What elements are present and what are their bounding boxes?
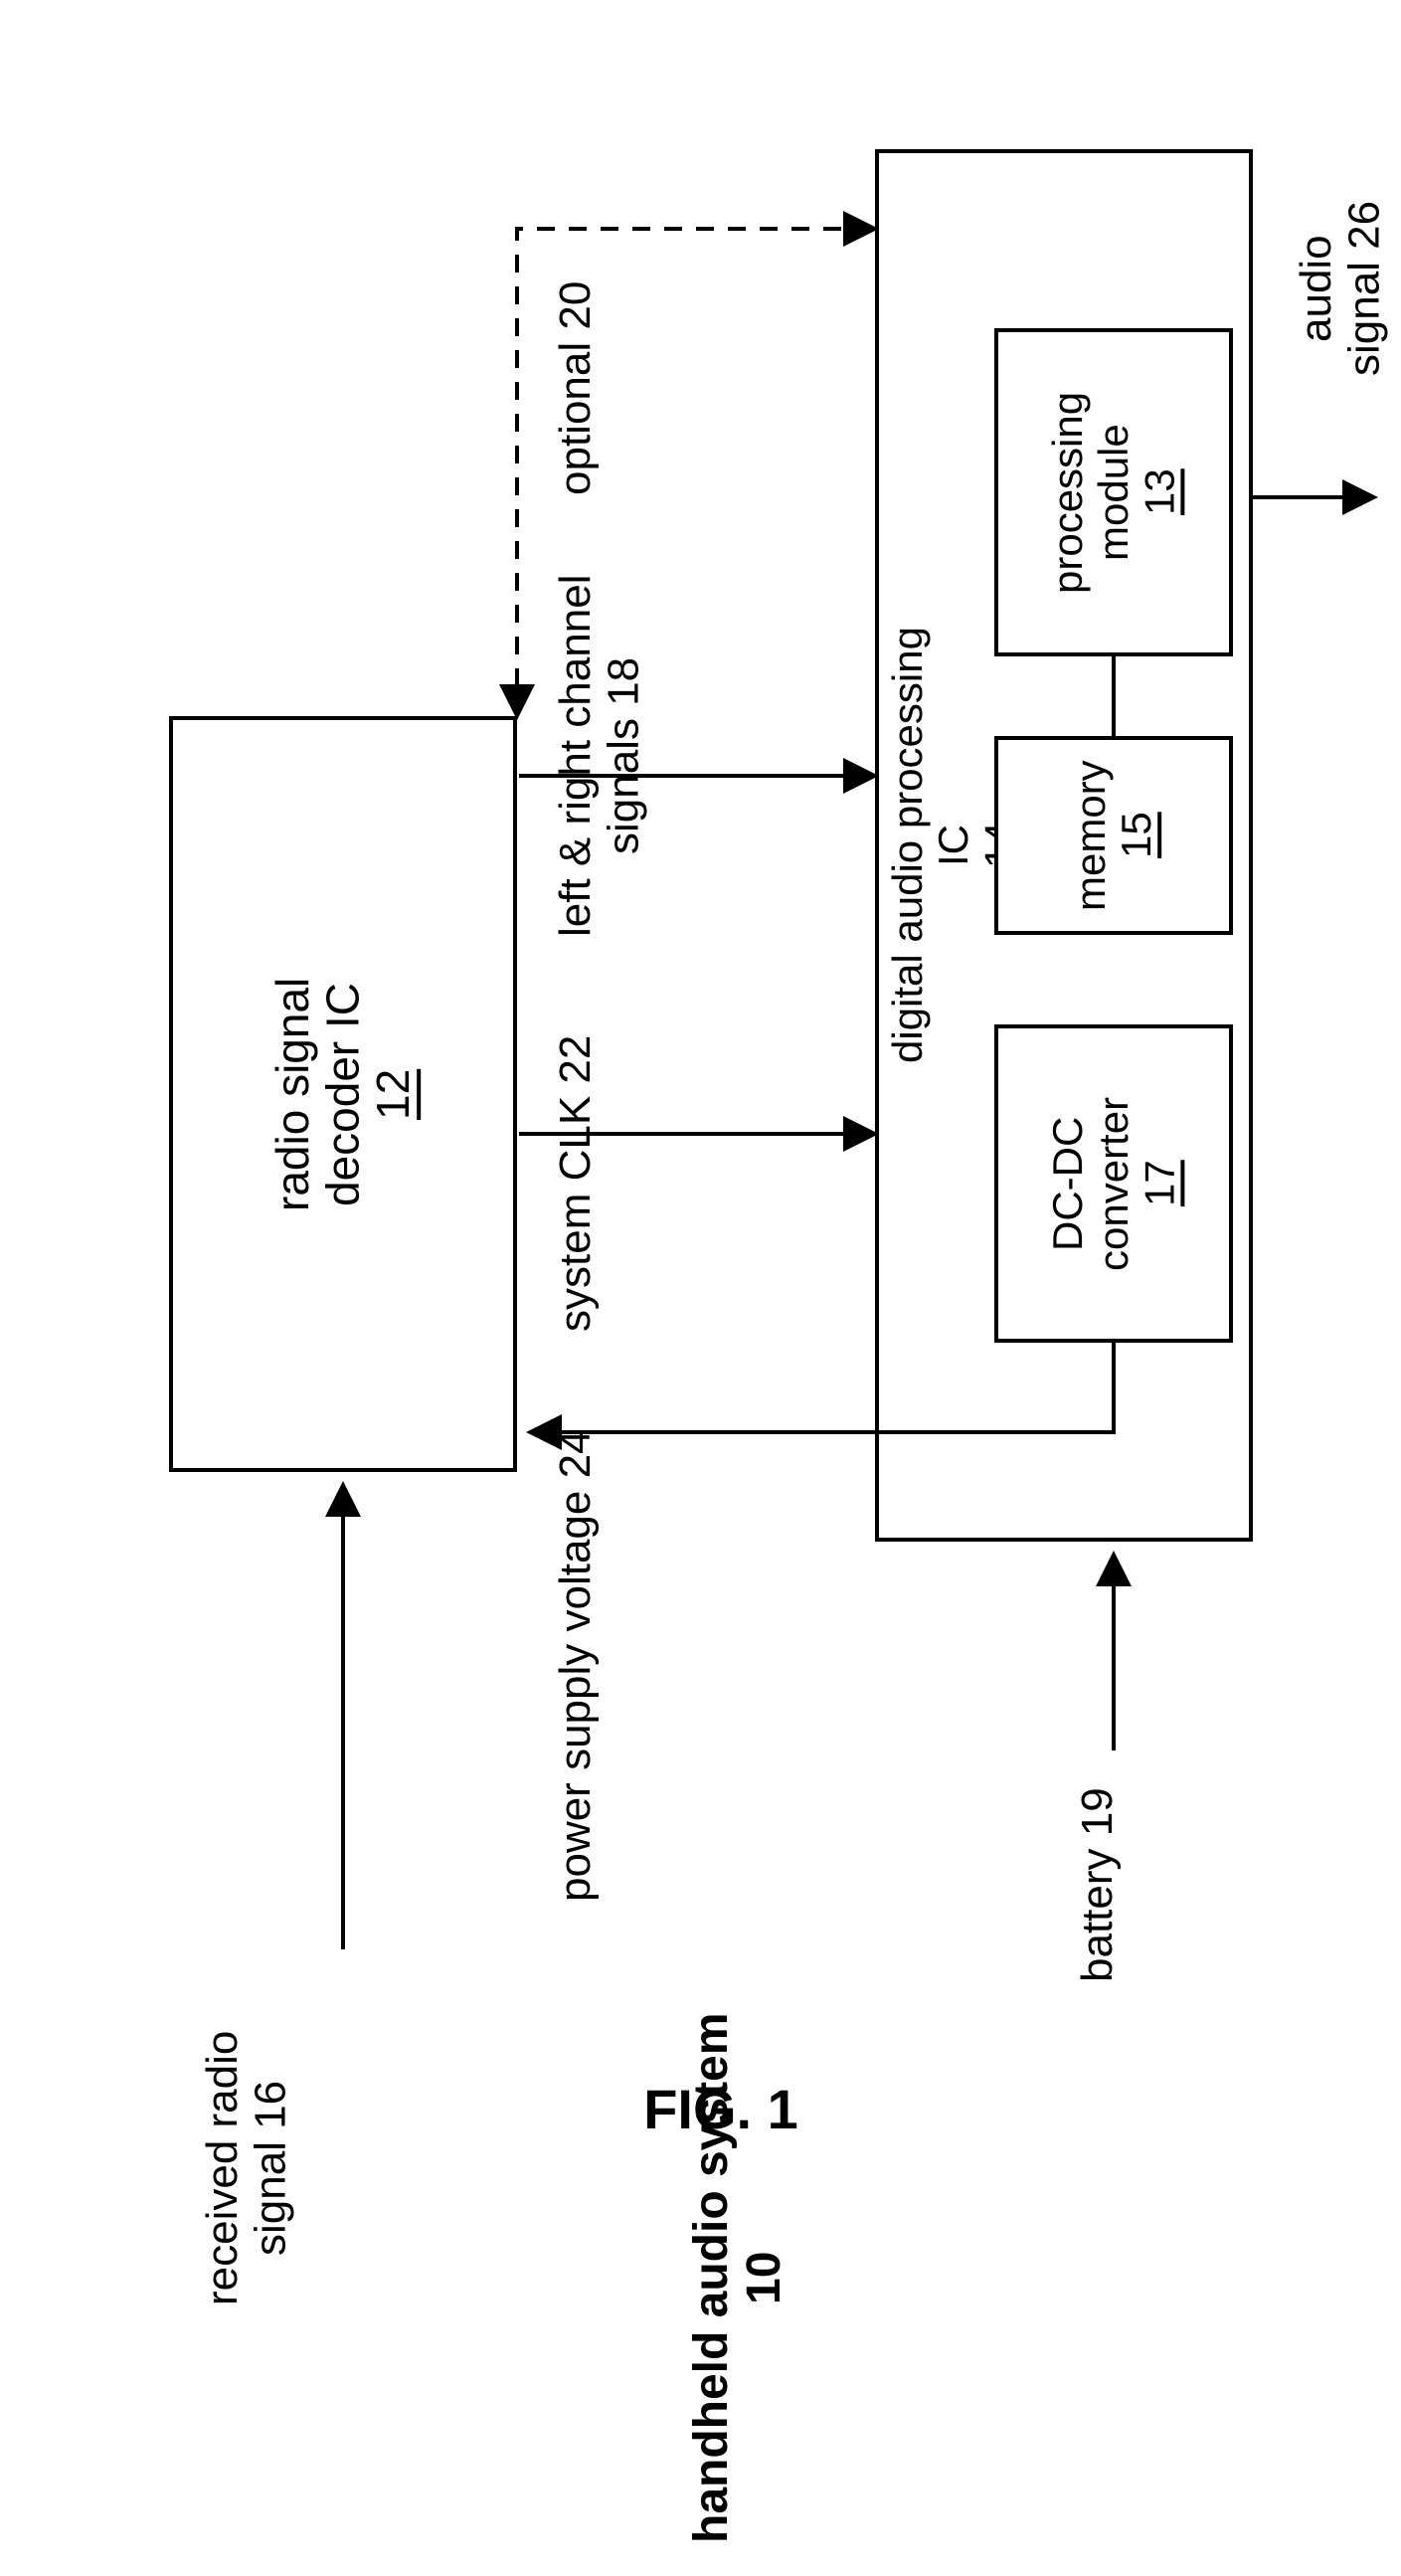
processing-module-label: processingmodule13: [1045, 338, 1183, 646]
radio-decoder-ref: 12: [367, 1068, 419, 1119]
dcdc-ref: 17: [1136, 1161, 1182, 1207]
figure-subtitle: handheld audio system 10: [686, 1979, 791, 2576]
radio-decoder-block: radio signaldecoder IC12: [169, 716, 517, 1472]
lr-channel-label: left & right channelsignals 18: [552, 517, 648, 995]
battery-label: battery 19: [1074, 1760, 1122, 2009]
optional-label: optional 20: [552, 239, 600, 537]
received-radio-label: received radiosignal 16: [199, 1979, 295, 2357]
psv-label: power supply voltage 24: [552, 1373, 600, 1959]
processing-module-block: processingmodule13: [994, 328, 1233, 656]
memory-label: memory15: [1068, 746, 1159, 925]
radio-decoder-label: radio signaldecoder IC12: [267, 726, 419, 1462]
system-clk-label: system CLK 22: [552, 995, 600, 1373]
figure-subtitle-text: handheld audio system 10: [685, 2012, 790, 2542]
dcdc-block: DC-DCconverter17: [994, 1024, 1233, 1343]
audio-out-label: audiosignal 26: [1293, 149, 1389, 428]
memory-block: memory15: [994, 736, 1233, 935]
figure-canvas: digital audio processingIC14 processingm…: [0, 0, 1401, 2412]
dcdc-label: DC-DCconverter17: [1045, 1034, 1183, 1333]
processing-module-ref: 13: [1136, 469, 1182, 516]
memory-ref: 15: [1113, 813, 1159, 859]
